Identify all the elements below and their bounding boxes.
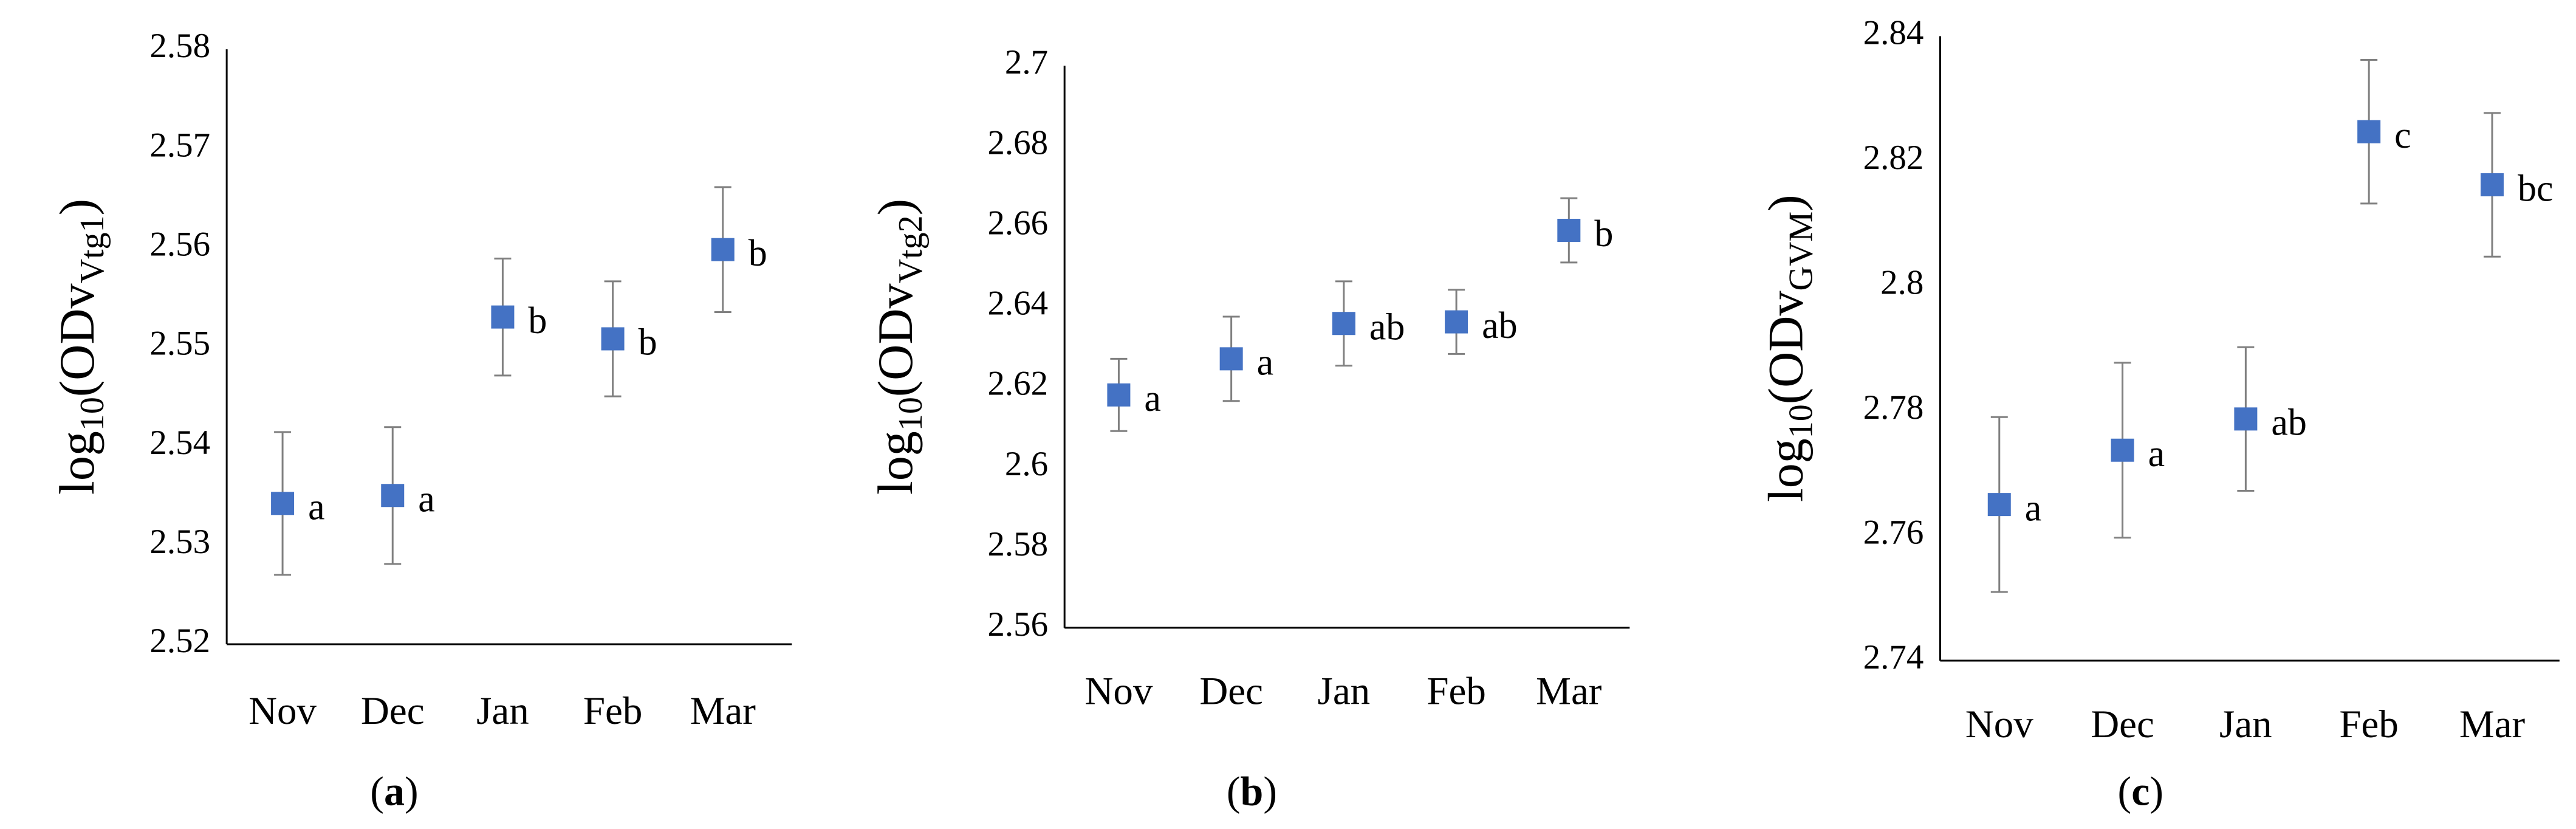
x-tick-label: Jan bbox=[476, 689, 529, 733]
x-tick-label: Dec bbox=[2091, 703, 2154, 746]
y-tick-label: 2.52 bbox=[149, 622, 210, 660]
panel-label-part: ( bbox=[1227, 768, 1241, 814]
significance-label: b bbox=[1594, 213, 1613, 255]
significance-label: a bbox=[1257, 342, 1274, 384]
x-tick-label: Jan bbox=[1318, 670, 1371, 714]
marker bbox=[2234, 407, 2258, 431]
y-axis-label-part: ) bbox=[868, 199, 923, 215]
panel-label-part: ( bbox=[2118, 768, 2132, 814]
y-tick-label: 2.64 bbox=[987, 284, 1048, 323]
x-tick-label: Nov bbox=[1965, 703, 2033, 746]
significance-label: ab bbox=[2271, 402, 2307, 444]
x-tick-label: Feb bbox=[583, 689, 643, 733]
marker bbox=[1445, 310, 1468, 334]
marker bbox=[1332, 312, 1355, 335]
panel-label: (c) bbox=[2118, 768, 2164, 814]
y-tick-label: 2.8 bbox=[1880, 264, 1923, 302]
panel-label-part: b bbox=[1241, 768, 1264, 814]
y-axis-label-part: ) bbox=[49, 199, 104, 215]
y-tick-label: 2.57 bbox=[149, 126, 210, 164]
y-tick-label: 2.56 bbox=[149, 225, 210, 263]
significance-label: bc bbox=[2518, 168, 2554, 209]
marker bbox=[381, 484, 405, 507]
y-axis-label-part: (ODv bbox=[1758, 291, 1813, 404]
y-tick-label: 2.53 bbox=[149, 523, 210, 561]
y-tick-label: 2.82 bbox=[1863, 139, 1924, 177]
y-tick-label: 2.58 bbox=[149, 27, 210, 65]
y-axis-label: log10(ODvVtg1) bbox=[49, 199, 111, 495]
panel-label: (a) bbox=[370, 768, 418, 814]
panel-label-part: ) bbox=[1263, 768, 1277, 814]
panel-label-part: ( bbox=[370, 768, 384, 814]
significance-label: a bbox=[2025, 487, 2042, 529]
x-tick-label: Nov bbox=[248, 689, 317, 733]
y-tick-label: 2.6 bbox=[1005, 445, 1048, 483]
y-axis-label-subscript: 10 bbox=[892, 397, 930, 431]
y-axis-label-part: log bbox=[868, 431, 923, 495]
marker bbox=[1987, 493, 2011, 517]
x-tick-label: Mar bbox=[690, 689, 756, 733]
marker bbox=[711, 238, 735, 261]
x-tick-label: Mar bbox=[2459, 703, 2526, 746]
significance-label: b bbox=[639, 322, 657, 363]
marker bbox=[1107, 383, 1131, 407]
significance-label: c bbox=[2394, 115, 2411, 156]
y-tick-label: 2.68 bbox=[987, 123, 1048, 162]
y-axis-label-part: (ODv bbox=[868, 283, 923, 397]
x-tick-label: Mar bbox=[1536, 670, 1602, 714]
x-tick-label: Nov bbox=[1084, 670, 1153, 714]
y-tick-label: 2.55 bbox=[149, 325, 210, 363]
significance-label: b bbox=[748, 233, 767, 274]
marker bbox=[2111, 438, 2134, 462]
marker bbox=[1219, 347, 1243, 371]
significance-label: b bbox=[528, 300, 547, 342]
y-tick-label: 2.74 bbox=[1863, 638, 1924, 676]
marker bbox=[491, 305, 515, 329]
marker bbox=[601, 327, 625, 351]
y-axis-label-subscript: 10 bbox=[74, 397, 111, 431]
y-tick-label: 2.54 bbox=[149, 424, 210, 462]
y-axis-label-subscript: Vtg1 bbox=[74, 215, 111, 283]
y-tick-label: 2.78 bbox=[1863, 388, 1924, 427]
significance-label: a bbox=[2148, 433, 2165, 475]
panel-label-part: ) bbox=[405, 768, 419, 814]
x-tick-label: Jan bbox=[2219, 703, 2272, 746]
panel-label-part: a bbox=[384, 768, 405, 814]
x-tick-label: Dec bbox=[1199, 670, 1263, 714]
y-tick-label: 2.66 bbox=[987, 204, 1048, 242]
x-tick-label: Dec bbox=[361, 689, 425, 733]
y-tick-label: 2.58 bbox=[987, 525, 1048, 563]
marker bbox=[2357, 120, 2381, 143]
significance-label: a bbox=[308, 487, 325, 528]
marker bbox=[2480, 173, 2504, 197]
panel-label: (b) bbox=[1227, 768, 1277, 814]
y-axis-label-subscript: 10 bbox=[1782, 404, 1820, 438]
marker bbox=[271, 492, 295, 515]
panel-label-part: ) bbox=[2150, 768, 2163, 814]
significance-label: a bbox=[418, 478, 435, 520]
y-axis-label-part: (ODv bbox=[49, 283, 104, 397]
significance-label: ab bbox=[1369, 306, 1405, 348]
y-axis-label: log10(ODvGVM) bbox=[1758, 194, 1820, 502]
y-tick-label: 2.7 bbox=[1005, 43, 1048, 81]
y-tick-label: 2.84 bbox=[1863, 14, 1924, 52]
y-axis-label-part: log bbox=[1758, 438, 1813, 502]
y-tick-label: 2.76 bbox=[1863, 514, 1924, 552]
x-tick-label: Feb bbox=[1427, 670, 1486, 714]
y-axis-label-part: ) bbox=[1758, 194, 1813, 211]
y-axis-label-subscript: GVM bbox=[1782, 212, 1820, 291]
marker bbox=[1557, 218, 1581, 242]
y-tick-label: 2.62 bbox=[987, 365, 1048, 403]
y-axis-label-subscript: Vtg2 bbox=[892, 215, 930, 283]
significance-label: a bbox=[1144, 378, 1161, 419]
y-tick-label: 2.56 bbox=[987, 605, 1048, 644]
panel-label-part: c bbox=[2131, 768, 2150, 814]
x-tick-label: Feb bbox=[2339, 703, 2399, 746]
y-axis-label-part: log bbox=[49, 431, 104, 495]
significance-label: ab bbox=[1482, 305, 1518, 346]
y-axis-label: log10(ODvVtg2) bbox=[868, 199, 930, 495]
